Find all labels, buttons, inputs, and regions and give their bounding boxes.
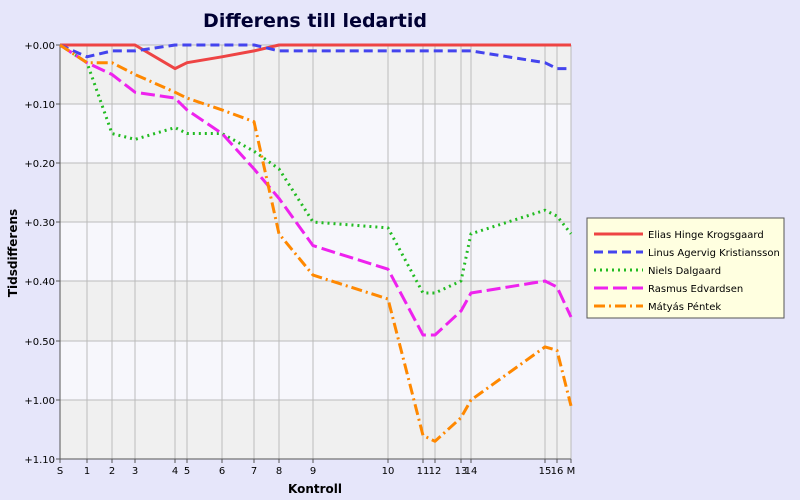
x-tick-label: 16 <box>551 466 564 477</box>
legend: Elias Hinge Krogsgaard Linus Agervig Kris… <box>586 217 785 319</box>
series-line-1 <box>59 43 571 71</box>
x-tick-label: 13 <box>455 466 468 477</box>
plot-band <box>60 400 571 459</box>
x-tick-label: 3 <box>132 466 138 477</box>
plot-band <box>60 281 571 341</box>
x-tick-label: 9 <box>310 466 316 477</box>
legend-label: Elias Hinge Krogsgaard <box>648 230 764 241</box>
series-line-0 <box>60 43 571 71</box>
x-tick-label: 15 <box>539 466 552 477</box>
plot-area <box>60 45 571 459</box>
plot-band <box>60 104 571 163</box>
y-tick-label: +0.30 <box>24 218 55 229</box>
series-line-4 <box>59 43 573 443</box>
x-tick-label: 5 <box>184 466 190 477</box>
y-tick-label: +0.10 <box>24 100 55 111</box>
series-line-3 <box>59 43 573 337</box>
y-axis-ticks: +0.00 +0.10 +0.20 +0.30 +0.40 +0.50 +1.00 +1.10 <box>24 41 60 466</box>
gridlines <box>59 44 572 460</box>
legend-label: Niels Dalgaard <box>648 266 721 277</box>
x-tick-label: S <box>57 466 63 477</box>
series-lines <box>59 43 573 443</box>
x-tick-label: 14 <box>465 466 478 477</box>
x-tick-label: M <box>567 466 576 477</box>
legend-label: Rasmus Edvardsen <box>648 284 743 295</box>
x-tick-label: 6 <box>219 466 225 477</box>
plot-band <box>60 163 571 222</box>
y-tick-label: +0.40 <box>24 277 55 288</box>
x-axis-label: Kontroll <box>288 482 342 496</box>
legend-label: Linus Agervig Kristiansson <box>648 248 780 259</box>
legend-label: Mátyás Péntek <box>648 301 721 313</box>
plot-band <box>60 341 571 400</box>
y-axis-label: Tidsdifferens <box>6 209 20 297</box>
x-tick-label: 4 <box>172 466 178 477</box>
x-tick-label: 7 <box>251 466 257 477</box>
plot-band <box>60 222 571 281</box>
x-tick-label: 10 <box>382 466 395 477</box>
y-tick-label: +1.00 <box>24 396 55 407</box>
x-tick-label: 11 <box>417 466 430 477</box>
chart-title: Differens till ledartid <box>203 10 427 32</box>
x-tick-label: 8 <box>276 466 282 477</box>
x-tick-label: 1 <box>84 466 90 477</box>
x-tick-label: 2 <box>109 466 115 477</box>
y-tick-label: +0.20 <box>24 159 55 170</box>
y-tick-label: +0.50 <box>24 337 55 348</box>
y-tick-label: +1.10 <box>24 455 55 466</box>
y-tick-label: +0.00 <box>24 41 55 52</box>
x-tick-label: 12 <box>429 466 442 477</box>
series-line-2 <box>59 43 573 295</box>
